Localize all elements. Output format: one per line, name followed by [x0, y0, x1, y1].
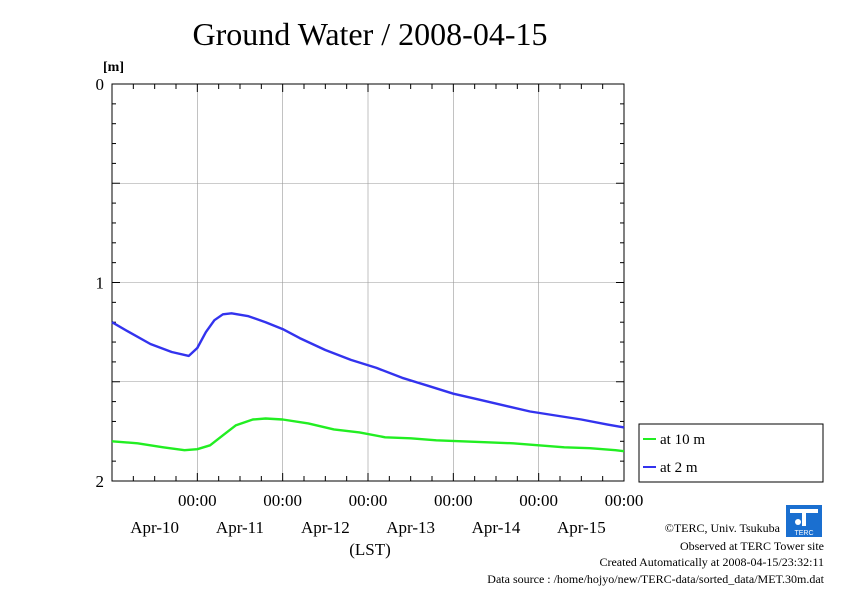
x-tick-time-label: 00:00 [178, 491, 217, 510]
credit-text: ©TERC, Univ. Tsukuba [665, 521, 781, 535]
x-tick-time-label: 00:00 [434, 491, 473, 510]
x-tick-time-label: 00:00 [605, 491, 644, 510]
chart-title: Ground Water / 2008-04-15 [193, 16, 548, 52]
x-tick-day-label: Apr-12 [301, 518, 350, 537]
y-axis-label: [m] [103, 60, 124, 75]
x-tick-day-label: Apr-14 [472, 518, 521, 537]
legend-label-series-2: at 2 m [660, 460, 698, 476]
observed-text: Observed at TERC Tower site [680, 539, 824, 553]
y-tick-label: 1 [96, 274, 105, 293]
y-tick-label: 2 [96, 472, 105, 491]
x-axis-label: (LST) [349, 540, 391, 559]
legend: at 10 m at 2 m [638, 423, 824, 483]
data-source-text: Data source : /home/hojyo/new/TERC-data/… [487, 572, 824, 586]
y-tick-label: 0 [96, 75, 105, 94]
grid-lines [112, 84, 624, 481]
terc-logo: TERC [786, 505, 822, 537]
logo-t-shape [790, 509, 818, 526]
x-tick-day-label: Apr-15 [557, 518, 606, 537]
legend-box [638, 423, 824, 483]
x-tick-time-label: 00:00 [263, 491, 302, 510]
series-line-2 [111, 312, 625, 429]
legend-label-series-1: at 10 m [660, 432, 705, 448]
x-tick-labels: 00:00 Apr-10 00:00 Apr-11 00:00 Apr-12 00:00 Ap… [130, 491, 643, 537]
series-line-1 [111, 417, 625, 453]
x-tick-time-label: 00:00 [519, 491, 558, 510]
x-tick-day-label: Apr-11 [216, 518, 264, 537]
logo-drop-icon [795, 519, 801, 525]
x-tick-day-label: Apr-10 [130, 518, 179, 537]
data-series [111, 312, 625, 453]
created-text: Created Automatically at 2008-04-15/23:3… [599, 555, 824, 569]
y-tick-labels: 0 1 2 [96, 75, 105, 491]
logo-text: TERC [794, 530, 813, 537]
x-tick-time-label: 00:00 [349, 491, 388, 510]
x-tick-day-label: Apr-13 [386, 518, 435, 537]
